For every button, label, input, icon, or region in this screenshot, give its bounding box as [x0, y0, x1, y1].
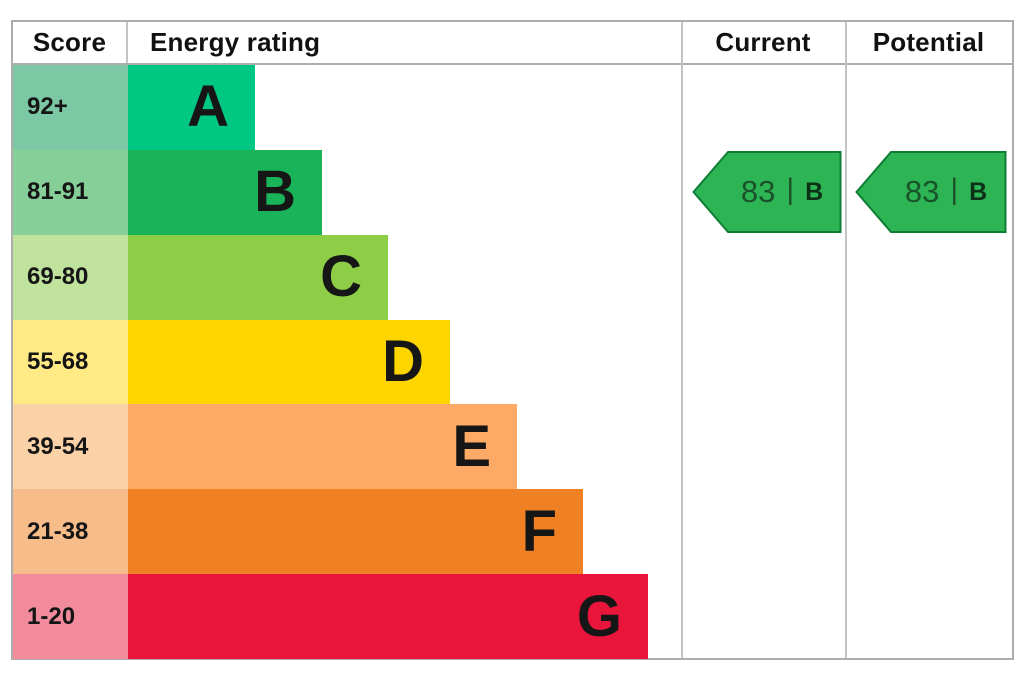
- score-cell: 81-91: [13, 149, 128, 235]
- band-row-f: 21-38 F: [13, 489, 681, 575]
- rating-bar: A: [128, 65, 255, 150]
- current-score-value: 83: [740, 174, 776, 209]
- energy-rating-column-header: Energy rating: [150, 27, 321, 57]
- arrow-shape: [855, 151, 1007, 233]
- score-label: 1-20: [27, 602, 76, 630]
- rating-bar: G: [128, 574, 648, 660]
- band-row-b: 81-91 B: [13, 149, 681, 235]
- epc-chart: Score Energy rating Current Potential 92…: [11, 20, 1014, 660]
- current-rating-arrow: 83 | B: [692, 151, 842, 233]
- score-cell: 55-68: [13, 319, 128, 405]
- score-cell: 1-20: [13, 574, 128, 660]
- band-row-d: 55-68 D: [13, 319, 681, 405]
- score-column-header: Score: [13, 22, 128, 63]
- score-label: 39-54: [27, 432, 89, 460]
- rating-bar: C: [128, 234, 388, 320]
- score-cell: 69-80: [13, 234, 128, 320]
- rating-letter: F: [521, 498, 557, 564]
- header-row: Score Energy rating Current Potential: [13, 22, 1012, 65]
- rating-letter: G: [576, 583, 622, 649]
- band-row-c: 69-80 C: [13, 234, 681, 320]
- rating-letter: D: [382, 329, 424, 394]
- score-label: 92+: [27, 93, 68, 121]
- potential-score-value: 83: [904, 174, 940, 209]
- potential-band-letter: B: [969, 177, 988, 206]
- rating-bar: B: [128, 149, 322, 235]
- divider: |: [786, 173, 795, 206]
- arrow-shape: [692, 151, 842, 233]
- score-label: 69-80: [27, 263, 89, 291]
- current-column-header: Current: [715, 27, 811, 57]
- rating-letter: E: [452, 413, 491, 479]
- rating-letter: A: [187, 74, 229, 140]
- rating-letter: C: [320, 244, 362, 310]
- band-row-a: 92+ A: [13, 65, 681, 150]
- current-band-letter: B: [805, 177, 824, 206]
- band-row-e: 39-54 E: [13, 404, 681, 490]
- rating-bar: E: [128, 404, 517, 490]
- score-cell: 92+: [13, 65, 128, 150]
- divider: |: [950, 173, 959, 206]
- arrow-text: 83 | B: [692, 151, 842, 233]
- current-column: 83 | B: [681, 22, 845, 658]
- potential-column-header: Potential: [872, 27, 985, 57]
- score-cell: 21-38: [13, 489, 128, 575]
- potential-rating-arrow: 83 | B: [855, 151, 1007, 233]
- rating-bar: D: [128, 319, 450, 405]
- score-label: 81-91: [27, 178, 89, 206]
- rating-letter: B: [254, 159, 296, 225]
- score-cell: 39-54: [13, 404, 128, 490]
- rating-bar: F: [128, 489, 583, 575]
- band-rows: 92+ A 81-91 B 69-80 C 55-68 D 39-54 E 21…: [13, 65, 681, 660]
- potential-column: 83 | B: [845, 22, 1012, 658]
- arrow-text: 83 | B: [855, 151, 1007, 233]
- score-label: 21-38: [27, 517, 89, 545]
- score-label: 55-68: [27, 348, 89, 375]
- band-row-g: 1-20 G: [13, 574, 681, 660]
